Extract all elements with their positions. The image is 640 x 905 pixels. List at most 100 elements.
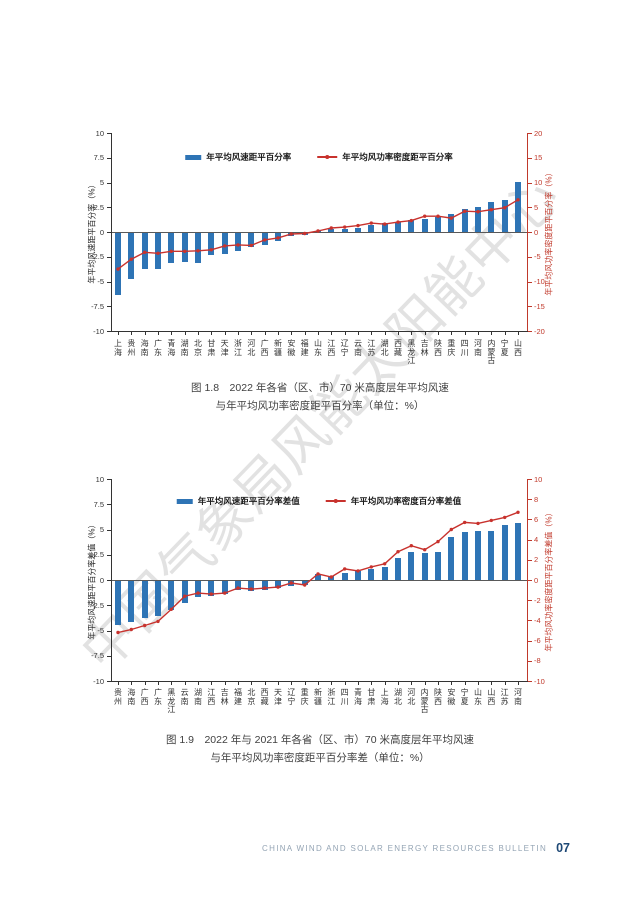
figure-1-8-caption-line2: 与年平均风功率密度距平百分率（单位：%） <box>215 400 425 412</box>
x-tick-mark <box>518 682 519 685</box>
legend-item: 年平均风功率密度百分率差值 <box>325 495 461 507</box>
line-point <box>329 575 333 579</box>
line-point <box>116 267 120 271</box>
line-point <box>263 586 267 590</box>
bar <box>301 233 308 235</box>
x-tick-mark <box>224 682 226 685</box>
x-tick-mark <box>171 682 173 685</box>
right-tick-mark <box>528 499 532 501</box>
x-tick-mark <box>251 682 253 685</box>
figure-1-8-caption: 图 1.8 2022 年各省（区、市）70 米高度层年平均风速 与年平均风功率密… <box>0 379 640 415</box>
bar <box>381 566 388 580</box>
line-point <box>209 248 213 252</box>
bar <box>141 233 148 269</box>
bar <box>328 575 335 580</box>
left-tick-mark <box>107 281 111 283</box>
bar <box>275 233 281 241</box>
bar <box>288 233 295 236</box>
right-tick-mark <box>528 559 532 561</box>
bar <box>341 228 348 232</box>
x-label: 内 蒙 古 <box>420 688 429 714</box>
bar <box>395 222 401 232</box>
legend-line-swatch-icon <box>325 498 346 504</box>
x-label: 甘 肃 <box>207 339 216 357</box>
x-label: 天 津 <box>220 339 229 357</box>
x-label: 广 东 <box>154 339 162 357</box>
x-label: 西 藏 <box>260 688 269 706</box>
x-tick-mark <box>358 682 359 685</box>
bar <box>221 233 228 254</box>
figure-1-9-caption: 图 1.9 2022 年与 2021 年各省（区、市）70 米高度层年平均风速 … <box>0 731 640 767</box>
x-tick-mark <box>291 682 293 685</box>
x-label: 河 南 <box>514 688 522 706</box>
x-label: 浙 江 <box>327 688 336 706</box>
x-label: 新 疆 <box>274 339 282 357</box>
bar <box>208 233 215 255</box>
bar <box>435 217 441 232</box>
right-tick-mark <box>528 479 532 480</box>
x-label: 上 海 <box>380 688 389 706</box>
line-point <box>369 565 373 569</box>
right-tick-label: 4 <box>534 535 539 545</box>
right-tick-mark <box>528 306 532 308</box>
x-tick-mark <box>371 682 373 685</box>
legend-label: 年平均风功率密度距平百分率 <box>342 152 453 162</box>
x-tick-mark <box>264 682 266 685</box>
bar <box>421 552 428 580</box>
right-tick-label: 2 <box>534 555 539 565</box>
bar <box>341 573 348 580</box>
right-tick-label: 15 <box>534 153 543 163</box>
x-tick-mark <box>318 332 319 335</box>
x-tick-mark <box>251 332 253 335</box>
right-tick-mark <box>528 133 532 134</box>
figure-1-9-caption-line2: 与年平均风功率密度距平百分率差（单位：%） <box>210 752 430 764</box>
x-label: 浙 江 <box>234 339 242 357</box>
x-label: 湖 北 <box>394 688 402 706</box>
line-point <box>329 226 333 230</box>
line-point <box>276 585 280 589</box>
x-label: 海 南 <box>127 688 136 706</box>
right-tick-mark <box>528 600 532 602</box>
x-tick-mark <box>398 682 399 685</box>
x-label: 海 南 <box>140 339 149 357</box>
line-point <box>503 515 507 520</box>
line-point <box>303 583 307 587</box>
bar <box>288 581 295 587</box>
left-tick-mark <box>107 157 111 159</box>
right-tick-label: 10 <box>534 474 543 484</box>
left-tick-mark <box>107 331 111 332</box>
x-label: 贵 州 <box>114 688 122 706</box>
legend-line-dot <box>333 499 338 503</box>
x-label: 云 南 <box>180 688 189 706</box>
bar <box>261 233 268 245</box>
right-tick-label: -8 <box>534 656 541 666</box>
left-tick-mark <box>107 256 111 258</box>
bar <box>368 225 375 232</box>
x-label: 山 西 <box>487 688 496 706</box>
line-point <box>343 225 347 229</box>
x-tick-mark <box>158 682 159 685</box>
right-tick-mark <box>528 157 532 159</box>
x-label: 江 苏 <box>500 688 509 706</box>
left-tick-label: -5 <box>97 277 104 286</box>
left-tick-label: -10 <box>93 676 104 686</box>
x-tick-mark <box>278 332 279 335</box>
x-label: 山 东 <box>474 688 482 706</box>
x-tick-mark <box>451 682 453 685</box>
right-tick-mark <box>528 620 532 622</box>
line-point <box>356 223 360 228</box>
right-tick-mark <box>528 519 532 521</box>
x-tick-mark <box>518 332 519 335</box>
line-point <box>249 587 253 591</box>
bar <box>315 231 321 232</box>
line-point <box>236 243 240 247</box>
x-label: 宁 夏 <box>500 339 509 357</box>
right-tick-mark <box>528 281 532 283</box>
right-tick-label: -4 <box>534 615 541 625</box>
bar <box>301 581 308 586</box>
line-point <box>316 572 320 576</box>
right-tick-mark <box>528 539 532 541</box>
bar <box>181 233 188 262</box>
line-point <box>463 520 467 525</box>
